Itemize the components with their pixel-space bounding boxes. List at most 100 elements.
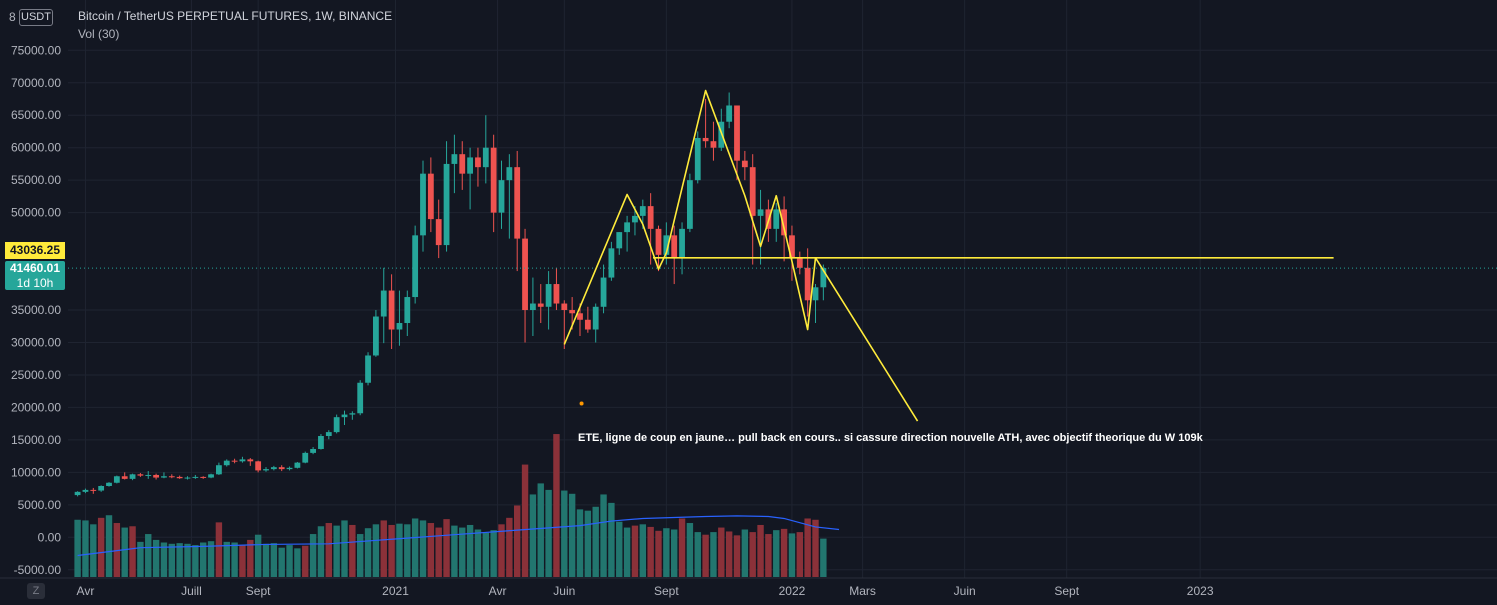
- candle[interactable]: [357, 380, 364, 416]
- candle[interactable]: [333, 414, 340, 434]
- candle[interactable]: [216, 462, 222, 475]
- candle[interactable]: [584, 306, 591, 333]
- candle[interactable]: [749, 154, 756, 265]
- candle[interactable]: [490, 134, 497, 233]
- candle[interactable]: [600, 264, 607, 314]
- candle[interactable]: [616, 232, 623, 255]
- candle[interactable]: [113, 475, 120, 484]
- volume-bar: [506, 517, 513, 577]
- candle[interactable]: [380, 267, 387, 344]
- candle[interactable]: [522, 228, 528, 343]
- candle[interactable]: [475, 147, 481, 187]
- candle[interactable]: [90, 487, 97, 494]
- candle[interactable]: [671, 225, 678, 285]
- candle[interactable]: [482, 115, 489, 184]
- candle[interactable]: [161, 472, 167, 479]
- candle[interactable]: [467, 147, 473, 210]
- candle[interactable]: [388, 274, 395, 349]
- candle[interactable]: [294, 461, 301, 469]
- candle[interactable]: [341, 410, 348, 425]
- candle[interactable]: [710, 121, 717, 161]
- candle[interactable]: [412, 225, 419, 304]
- candle[interactable]: [192, 474, 199, 479]
- candle[interactable]: [318, 434, 324, 450]
- drawings[interactable]: [68, 89, 1497, 422]
- candle[interactable]: [137, 473, 144, 477]
- candle[interactable]: [176, 475, 183, 479]
- candle[interactable]: [121, 472, 128, 480]
- candle[interactable]: [812, 284, 819, 324]
- candle[interactable]: [624, 215, 630, 252]
- candle[interactable]: [255, 460, 262, 473]
- time-axis[interactable]: Avr Juill Sept 2021 Avr Juin Sept 2022 Mars Juin S…: [0, 577, 1497, 598]
- candle[interactable]: [98, 485, 105, 492]
- candle[interactable]: [231, 458, 238, 464]
- candle[interactable]: [726, 92, 733, 129]
- candle[interactable]: [365, 352, 371, 386]
- chart-annotation-text[interactable]: ETE, ligne de coup en jaune… pull back e…: [578, 432, 1203, 444]
- candle[interactable]: [396, 290, 403, 346]
- event-marker-dot[interactable]: [579, 401, 584, 406]
- candle[interactable]: [106, 482, 112, 487]
- candle[interactable]: [608, 241, 615, 281]
- candle[interactable]: [545, 271, 552, 330]
- volume-indicator-label[interactable]: Vol (30): [78, 27, 120, 41]
- candle[interactable]: [278, 465, 285, 472]
- candle[interactable]: [553, 267, 560, 311]
- candle[interactable]: [459, 141, 466, 190]
- candle[interactable]: [427, 157, 434, 233]
- candle[interactable]: [168, 474, 175, 479]
- symbol-title[interactable]: Bitcoin / TetherUS PERPETUAL FUTURES, 1W…: [78, 9, 393, 23]
- candle[interactable]: [200, 476, 207, 479]
- candle[interactable]: [655, 225, 662, 272]
- candle[interactable]: [451, 134, 458, 194]
- candle[interactable]: [153, 473, 159, 480]
- candle[interactable]: [184, 476, 191, 480]
- candle[interactable]: [223, 459, 230, 467]
- candle[interactable]: [498, 160, 505, 229]
- pattern-trendline[interactable]: [563, 89, 919, 422]
- candle[interactable]: [796, 251, 803, 275]
- candle[interactable]: [302, 451, 309, 464]
- candle[interactable]: [443, 141, 450, 252]
- candle[interactable]: [694, 131, 701, 184]
- candle[interactable]: [404, 290, 411, 337]
- candle[interactable]: [741, 150, 748, 181]
- candle[interactable]: [514, 150, 521, 272]
- candle[interactable]: [286, 466, 293, 471]
- candle[interactable]: [129, 473, 136, 481]
- candle[interactable]: [789, 225, 795, 281]
- candle[interactable]: [239, 456, 246, 463]
- candle[interactable]: [757, 189, 764, 265]
- candle[interactable]: [349, 411, 356, 420]
- price-axis[interactable]: 75000.00 70000.00 65000.00 60000.00 55000.00…: [11, 43, 61, 576]
- candle[interactable]: [263, 467, 269, 472]
- candle[interactable]: [506, 154, 513, 239]
- candle[interactable]: [208, 473, 214, 479]
- candle[interactable]: [773, 202, 780, 242]
- candle[interactable]: [734, 105, 740, 181]
- candle[interactable]: [530, 277, 536, 337]
- candle[interactable]: [702, 98, 709, 148]
- candle[interactable]: [82, 488, 89, 494]
- candle[interactable]: [647, 193, 654, 265]
- candle[interactable]: [679, 222, 685, 275]
- candle[interactable]: [247, 458, 254, 466]
- candle[interactable]: [325, 430, 332, 440]
- candle[interactable]: [420, 160, 426, 252]
- candle[interactable]: [310, 447, 316, 455]
- candle[interactable]: [435, 199, 442, 259]
- volume-bar: [215, 522, 223, 577]
- candle[interactable]: [804, 248, 811, 317]
- candle[interactable]: [592, 303, 599, 343]
- candle[interactable]: [145, 471, 152, 479]
- candle[interactable]: [74, 491, 81, 497]
- timezone-button[interactable]: Z: [27, 583, 45, 599]
- candle[interactable]: [373, 310, 379, 357]
- candle[interactable]: [537, 284, 544, 324]
- candle[interactable]: [687, 173, 693, 233]
- candle[interactable]: [270, 465, 277, 471]
- candle[interactable]: [561, 300, 568, 349]
- currency-badge[interactable]: USDT: [19, 9, 53, 26]
